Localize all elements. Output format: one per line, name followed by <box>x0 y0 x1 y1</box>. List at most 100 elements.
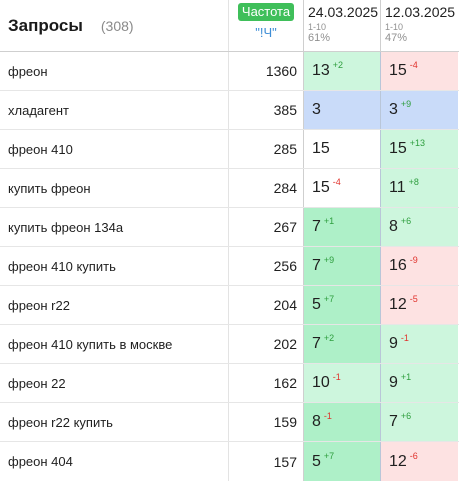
query-text[interactable]: фреон r22 <box>0 286 229 324</box>
position-cell-date-2[interactable]: 15 -4 <box>381 52 458 90</box>
position-cell-date-1[interactable]: 5 +7 <box>304 286 381 324</box>
position-value: 12 <box>389 296 407 313</box>
header-date-2[interactable]: 12.03.2025 1-10 47% <box>381 0 458 51</box>
position-change: +6 <box>400 216 412 226</box>
position-cell-date-1[interactable]: 8 -1 <box>304 403 381 441</box>
position-value: 8 <box>312 413 321 430</box>
position-cell-date-1[interactable]: 5 +7 <box>304 442 381 481</box>
query-text[interactable]: фреон 410 купить в москве <box>0 325 229 363</box>
frequency-value: 157 <box>229 442 304 481</box>
position-change: +2 <box>323 333 335 343</box>
position-cell-date-1[interactable]: 7 +1 <box>304 208 381 246</box>
position-change: +2 <box>332 60 344 70</box>
position-change: +6 <box>400 411 412 421</box>
table-row[interactable]: фреон 22 162 10 -1 9 +1 <box>0 364 459 403</box>
query-text[interactable]: фреон 410 <box>0 130 229 168</box>
position-change: +1 <box>400 372 412 382</box>
date-label: 24.03.2025 <box>308 4 379 20</box>
table-row[interactable]: фреон 404 157 5 +7 12 -6 <box>0 442 459 481</box>
position-value: 15 <box>312 140 330 157</box>
query-text[interactable]: фреон <box>0 52 229 90</box>
position-value: 3 <box>389 101 398 118</box>
position-cell-date-1[interactable]: 3 <box>304 91 381 129</box>
position-change: +1 <box>323 216 335 226</box>
query-text[interactable]: купить фреон <box>0 169 229 207</box>
position-change: +9 <box>400 99 412 109</box>
query-text[interactable]: фреон r22 купить <box>0 403 229 441</box>
table-row[interactable]: фреон r22 204 5 +7 12 -5 <box>0 286 459 325</box>
position-change: -4 <box>332 177 341 187</box>
query-text[interactable]: фреон 410 купить <box>0 247 229 285</box>
table-row[interactable]: фреон 1360 13 +2 15 -4 <box>0 52 459 91</box>
position-value: 12 <box>389 452 407 470</box>
position-change: +9 <box>323 255 335 265</box>
table-row[interactable]: фреон 410 285 15 15 +13 <box>0 130 459 169</box>
table-row[interactable]: купить фреон 134а 267 7 +1 8 +6 <box>0 208 459 247</box>
position-value: 5 <box>312 296 321 313</box>
position-cell-date-2[interactable]: 12 -5 <box>381 286 458 324</box>
position-change: -9 <box>409 255 418 265</box>
position-change: -4 <box>409 60 418 70</box>
position-value: 9 <box>389 374 398 391</box>
position-cell-date-2[interactable]: 15 +13 <box>381 130 458 168</box>
position-range: 1-10 <box>308 22 327 32</box>
position-value: 13 <box>312 62 330 79</box>
header-queries[interactable]: Запросы (308) <box>0 0 229 51</box>
position-change: -6 <box>409 450 418 461</box>
table-row[interactable]: фреон 410 купить 256 7 +9 16 -9 <box>0 247 459 286</box>
date-label: 12.03.2025 <box>385 4 456 20</box>
table-header: Запросы (308) Частота "!Ч" 24.03.2025 1-… <box>0 0 459 52</box>
position-value: 7 <box>312 335 321 352</box>
header-date-1[interactable]: 24.03.2025 1-10 61% <box>304 0 381 51</box>
position-value: 15 <box>389 140 407 157</box>
query-text[interactable]: купить фреон 134а <box>0 208 229 246</box>
position-cell-date-1[interactable]: 10 -1 <box>304 364 381 402</box>
table-row[interactable]: фреон 410 купить в москве 202 7 +2 9 -1 <box>0 325 459 364</box>
position-cell-date-2[interactable]: 8 +6 <box>381 208 458 246</box>
frequency-value: 267 <box>229 208 304 246</box>
position-cell-date-2[interactable]: 9 +1 <box>381 364 458 402</box>
frequency-value: 385 <box>229 91 304 129</box>
header-title: Запросы <box>8 15 83 35</box>
position-cell-date-1[interactable]: 15 -4 <box>304 169 381 207</box>
position-cell-date-2[interactable]: 12 -6 <box>381 442 458 481</box>
frequency-value: 285 <box>229 130 304 168</box>
frequency-type[interactable]: "!Ч" <box>255 25 277 40</box>
frequency-value: 284 <box>229 169 304 207</box>
position-cell-date-1[interactable]: 13 +2 <box>304 52 381 90</box>
query-text[interactable]: хладагент <box>0 91 229 129</box>
frequency-value: 162 <box>229 364 304 402</box>
position-cell-date-1[interactable]: 7 +2 <box>304 325 381 363</box>
position-change: -5 <box>409 294 418 304</box>
position-change: -1 <box>400 333 409 343</box>
table-row[interactable]: фреон r22 купить 159 8 -1 7 +6 <box>0 403 459 442</box>
position-cell-date-1[interactable]: 7 +9 <box>304 247 381 285</box>
position-cell-date-2[interactable]: 7 +6 <box>381 403 458 441</box>
table-body: фреон 1360 13 +2 15 -4 хладагент 385 3 3 +9 фреон 4… <box>0 52 459 481</box>
position-cell-date-2[interactable]: 3 +9 <box>381 91 458 129</box>
position-value: 3 <box>312 101 321 118</box>
position-cell-date-2[interactable]: 16 -9 <box>381 247 458 285</box>
header-frequency[interactable]: Частота "!Ч" <box>229 0 304 51</box>
query-text[interactable]: фреон 22 <box>0 364 229 402</box>
query-text[interactable]: фреон 404 <box>0 442 229 481</box>
position-value: 16 <box>389 257 407 274</box>
position-value: 5 <box>312 452 321 470</box>
table-row[interactable]: хладагент 385 3 3 +9 <box>0 91 459 130</box>
frequency-value: 256 <box>229 247 304 285</box>
frequency-value: 1360 <box>229 52 304 90</box>
frequency-badge[interactable]: Частота <box>237 3 295 21</box>
query-count: (308) <box>100 17 134 34</box>
position-range: 1-10 <box>385 22 404 32</box>
position-cell-date-1[interactable]: 15 <box>304 130 381 168</box>
frequency-value: 159 <box>229 403 304 441</box>
position-value: 15 <box>389 62 407 79</box>
position-value: 7 <box>312 218 321 235</box>
position-change: +7 <box>323 450 335 461</box>
position-change: -1 <box>323 411 332 421</box>
table-row[interactable]: купить фреон 284 15 -4 11 +8 <box>0 169 459 208</box>
position-cell-date-2[interactable]: 11 +8 <box>381 169 458 207</box>
position-cell-date-2[interactable]: 9 -1 <box>381 325 458 363</box>
position-change: +8 <box>408 177 419 187</box>
